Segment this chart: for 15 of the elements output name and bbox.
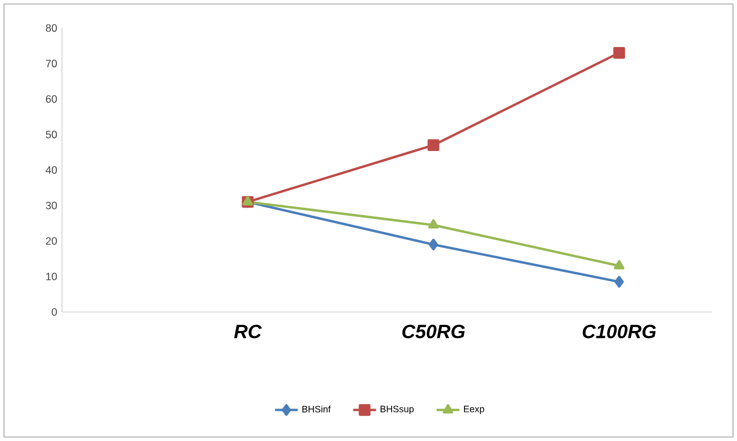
legend-label: BHSinf — [302, 406, 331, 412]
y-tick-label: 70 — [46, 60, 57, 68]
y-tick-label: 50 — [46, 130, 57, 138]
y-tick-label: 0 — [52, 308, 57, 316]
x-tick-label: RC — [234, 324, 262, 338]
y-tick-label: 30 — [46, 202, 57, 210]
y-tick-label: 60 — [46, 95, 57, 103]
x-tick-label: C50RG — [402, 324, 465, 338]
y-tick-label: 20 — [46, 237, 57, 245]
y-tick-label: 80 — [46, 24, 57, 32]
y-tick-label: 10 — [46, 272, 57, 280]
x-tick-label: C100RG — [582, 324, 656, 338]
y-tick-label: 40 — [46, 166, 57, 174]
legend-label: BHSsup — [380, 406, 414, 414]
legend-label: Eexp — [464, 406, 484, 414]
